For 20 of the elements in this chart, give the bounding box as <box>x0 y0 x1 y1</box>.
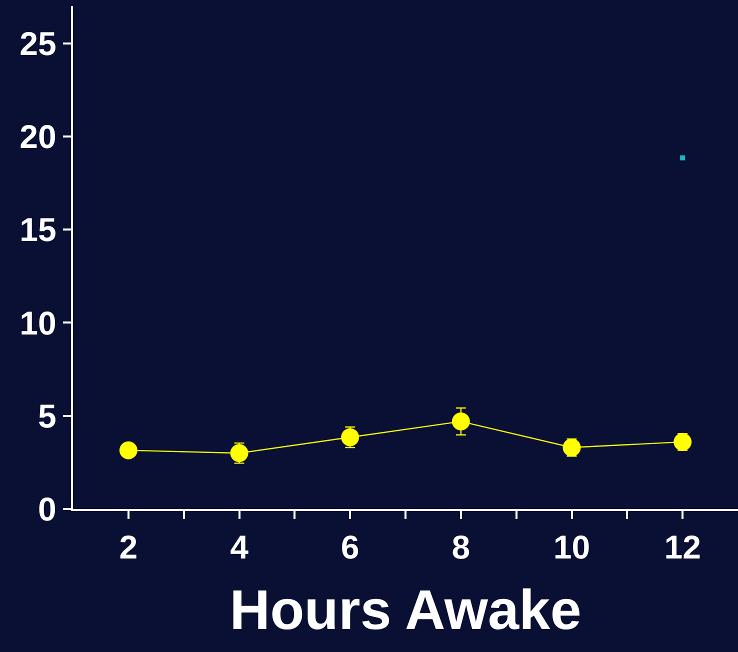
x-tick-label: 6 <box>340 528 360 566</box>
x-tick-label: 8 <box>452 528 470 566</box>
point <box>341 428 360 446</box>
point <box>230 444 248 462</box>
y-tick-label: 10 <box>20 304 56 342</box>
point <box>119 441 138 460</box>
point <box>674 432 692 451</box>
y-tick-label: 25 <box>20 24 56 62</box>
point <box>452 412 470 430</box>
x-tick-label: 10 <box>553 528 590 566</box>
point <box>562 438 581 457</box>
point <box>680 155 686 160</box>
x-tick-label: 12 <box>664 528 701 566</box>
x-tick-label: 2 <box>119 528 138 566</box>
x-axis-title: Hours Awake <box>230 578 582 641</box>
y-tick-label: 20 <box>20 118 56 155</box>
y-tick-label: 0 <box>38 490 56 528</box>
y-tick-label: 5 <box>38 397 56 434</box>
y-tick-label: 15 <box>20 211 56 248</box>
x-tick-label: 4 <box>230 528 250 566</box>
